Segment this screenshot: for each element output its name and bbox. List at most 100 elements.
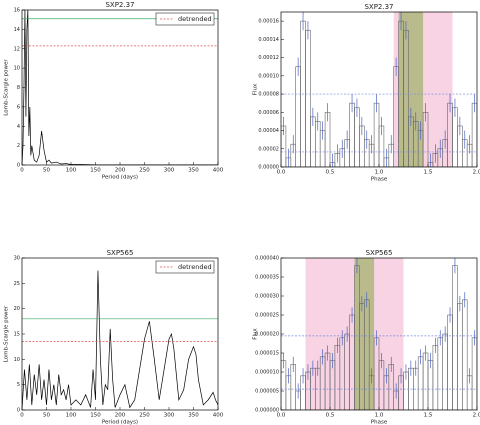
y-tick-label: 30 — [14, 256, 20, 262]
x-tick-label: 350 — [188, 413, 199, 419]
x-tick-label: 0.5 — [326, 413, 335, 419]
axes-frame — [21, 257, 219, 411]
bar — [437, 337, 443, 410]
x-tick-label: 1.5 — [424, 170, 433, 176]
bar — [452, 265, 458, 410]
y-tick-label: 2 — [17, 143, 20, 149]
x-tick-label: 1.5 — [424, 413, 433, 419]
y-tick-label: 10 — [14, 66, 20, 72]
panel: 0.0 0.5 1.0 1.5 2.0 0.000000 0.000005 0.000010 0… — [253, 249, 480, 425]
x-tick-label: 0.5 — [326, 170, 335, 176]
legend-label: detrended — [178, 15, 212, 23]
panel: 0 50 100 150 200 250 300 350 400 0 5 10 15 20 25 30 SXP5… — [4, 249, 224, 425]
y-tick-label: 20 — [14, 306, 20, 312]
y-tick-label: 15 — [14, 332, 20, 338]
plot-area — [22, 270, 218, 410]
bar — [461, 299, 468, 410]
y-tick-label: 0 — [17, 163, 20, 169]
y-tick-label: 0.00002 — [258, 146, 279, 152]
y-tick-label: 16 — [14, 8, 20, 14]
y-tick-label: 0.00004 — [258, 128, 279, 134]
plot-area — [281, 12, 477, 167]
x-axis-label: Phase — [371, 420, 388, 425]
x-tick-label: 0.0 — [277, 413, 286, 419]
legend-box — [155, 12, 215, 26]
bar — [471, 102, 477, 167]
x-tick-label: 0 — [20, 168, 24, 174]
y-tick-label: 0.00012 — [258, 55, 279, 61]
bar — [432, 345, 439, 410]
x-tick-label: 200 — [115, 168, 126, 174]
x-tick-label: 400 — [213, 168, 224, 174]
x-tick-label: 0 — [20, 413, 24, 419]
plot-area — [281, 258, 477, 410]
y-axis-label: Lomb-Scargle power — [4, 59, 10, 116]
y-tick-label: 6 — [17, 104, 20, 110]
y-tick-label: 0.000030 — [255, 294, 279, 300]
y-axis-label: Flux — [253, 328, 259, 340]
y-tick-label: 0.00014 — [258, 37, 279, 43]
x-tick-label: 300 — [164, 413, 175, 419]
x-axis-label: Period (days) — [102, 420, 138, 425]
x-tick-label: 1.0 — [375, 170, 384, 176]
bar — [447, 314, 453, 410]
bar — [442, 333, 448, 410]
legend-label: detrended — [178, 263, 212, 271]
x-axis-label: Phase — [371, 177, 388, 183]
panel: 0.0 0.5 1.0 1.5 2.0 0.00000 0.00002 0.00004 0.00… — [253, 3, 480, 183]
bar — [305, 29, 311, 167]
x-tick-label: 400 — [213, 413, 224, 419]
bar — [349, 102, 355, 167]
x-tick-label: 350 — [188, 168, 199, 174]
y-tick-label: 25 — [14, 281, 20, 287]
x-tick-label: 0.0 — [277, 170, 286, 176]
x-tick-label: 200 — [115, 413, 126, 419]
x-tick-label: 50 — [43, 413, 50, 419]
legend-box — [155, 260, 215, 274]
chart-title: SXP565 — [107, 249, 134, 257]
plot-area — [22, 10, 218, 165]
y-tick-label: 0.00010 — [258, 73, 279, 79]
x-axis-label: Period (days) — [102, 175, 138, 181]
y-tick-label: 0.00016 — [258, 19, 279, 25]
x-tick-label: 150 — [90, 168, 101, 174]
x-tick-label: 100 — [66, 168, 77, 174]
panel: 0 50 100 150 200 250 300 350 400 0 2 4 6 8 10 12 14 16 SXP… — [4, 1, 224, 181]
y-tick-label: 5 — [17, 382, 20, 388]
chart-title: SXP565 — [366, 249, 393, 257]
bar — [457, 303, 463, 410]
shaded-region — [398, 12, 424, 167]
y-tick-label: 0.000005 — [255, 389, 279, 395]
bar — [417, 356, 424, 410]
y-tick-label: 0.000010 — [255, 370, 279, 376]
chart-title: SXP2.37 — [105, 1, 134, 9]
axes-frame — [21, 9, 219, 166]
x-tick-label: 300 — [164, 168, 175, 174]
y-tick-label: 0.00006 — [258, 110, 279, 116]
y-tick-label: 0.00008 — [258, 92, 279, 98]
y-axis-label: Lomb-Scargle power — [4, 305, 10, 362]
chart-title: SXP2.37 — [364, 3, 393, 11]
y-tick-label: 10 — [14, 357, 20, 363]
bar — [471, 337, 477, 410]
y-tick-label: 0.000035 — [255, 275, 279, 281]
y-tick-label: 0.000040 — [255, 256, 279, 262]
x-tick-label: 150 — [90, 413, 101, 419]
x-tick-label: 2.0 — [473, 170, 480, 176]
y-tick-label: 0 — [17, 408, 20, 414]
bar — [373, 102, 380, 167]
y-tick-label: 0.000015 — [255, 351, 279, 357]
x-tick-label: 250 — [139, 413, 150, 419]
y-tick-label: 4 — [17, 124, 20, 130]
periodogram-line — [22, 10, 218, 165]
x-tick-label: 100 — [66, 413, 77, 419]
y-tick-label: 12 — [14, 46, 20, 52]
x-tick-label: 2.0 — [473, 413, 480, 419]
x-tick-label: 50 — [43, 168, 50, 174]
y-tick-label: 0.000000 — [255, 408, 279, 414]
y-tick-label: 0.00000 — [258, 165, 279, 171]
x-tick-label: 250 — [139, 168, 150, 174]
periodogram-line — [22, 270, 218, 410]
y-axis-label: Flux — [253, 83, 259, 95]
